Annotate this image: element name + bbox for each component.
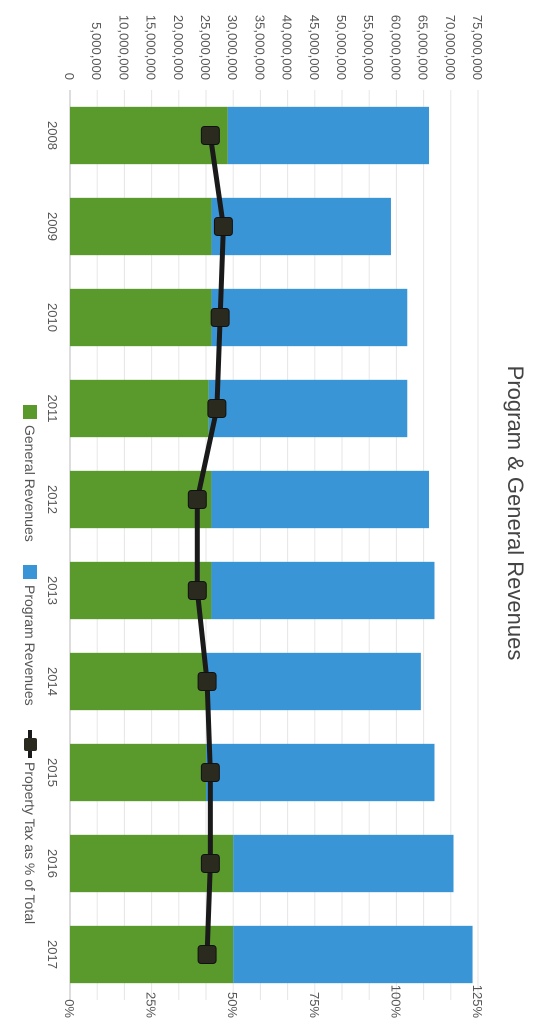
property-tax-marker — [207, 399, 227, 418]
property-tax-marker — [213, 217, 233, 236]
y2-tick-label: 100% — [388, 985, 403, 1019]
bars — [70, 106, 473, 984]
program-revenues-bar — [211, 470, 430, 529]
property-tax-marker — [200, 854, 220, 873]
x-tick-label: 2009 — [45, 212, 60, 241]
y-tick-label: 60,000,000 — [388, 15, 403, 80]
legend-label: Program Revenues — [22, 585, 38, 706]
chart-rotated-group: 0 5,000,000 10,000,000 15,000,000 20,000,000… — [22, 15, 528, 1019]
y2-tick-label: 50% — [225, 992, 240, 1018]
y-tick-label: 50,000,000 — [334, 15, 349, 80]
general-revenues-bar — [70, 288, 212, 347]
program-revenues-bar — [211, 197, 391, 256]
y-tick-label: 55,000,000 — [361, 15, 376, 80]
y-tick-label: 20,000,000 — [171, 15, 186, 80]
y-tick-label: 65,000,000 — [416, 15, 431, 80]
property-tax-marker — [187, 581, 207, 600]
legend-label: General Revenues — [22, 425, 38, 542]
x-tick-label: 2017 — [45, 940, 60, 969]
program-revenues-bar — [211, 561, 435, 620]
general-revenues-bar — [70, 743, 206, 802]
y-tick-label: 75,000,000 — [470, 15, 485, 80]
general-revenues-bar — [70, 561, 212, 620]
x-tick-label: 2015 — [45, 758, 60, 787]
x-tick-label: 2010 — [45, 303, 60, 332]
y2-tick-label: 75% — [307, 992, 322, 1018]
y-tick-label: 10,000,000 — [116, 15, 131, 80]
x-tick-label: 2012 — [45, 485, 60, 514]
chart-title: Program & General Revenues — [503, 366, 528, 661]
x-tick-label: 2008 — [45, 121, 60, 150]
property-tax-line-group — [187, 126, 233, 964]
legend: General Revenues Program Revenues Property… — [22, 405, 38, 924]
program-revenues-bar — [233, 834, 454, 893]
x-tick-label: 2014 — [45, 667, 60, 696]
property-tax-marker — [200, 126, 220, 145]
property-tax-marker — [197, 945, 217, 964]
program-revenues-bar — [233, 925, 473, 984]
y-tick-label: 70,000,000 — [443, 15, 458, 80]
general-revenues-bar — [70, 197, 212, 256]
y-tick-label: 0 — [62, 73, 77, 80]
property-tax-line — [194, 135, 226, 955]
y-tick-label: 25,000,000 — [198, 15, 213, 80]
property-tax-marker — [197, 672, 217, 691]
y-tick-label: 45,000,000 — [307, 15, 322, 80]
axes: 0 5,000,000 10,000,000 15,000,000 20,000,000… — [45, 15, 485, 1019]
y-tick-label: 35,000,000 — [252, 15, 267, 80]
y-tick-label: 40,000,000 — [280, 15, 295, 80]
x-tick-label: 2016 — [45, 849, 60, 878]
property-tax-marker — [187, 490, 207, 509]
legend-swatch — [23, 405, 37, 419]
general-revenues-bar — [70, 106, 228, 165]
general-revenues-bar — [70, 470, 212, 529]
y-tick-label: 30,000,000 — [225, 15, 240, 80]
program-revenues-bar — [227, 106, 430, 165]
y2-tick-label: 0% — [62, 999, 77, 1018]
general-revenues-bar — [70, 652, 206, 711]
legend-swatch-marker — [24, 738, 37, 751]
legend-swatch — [23, 565, 37, 579]
general-revenues-bar — [70, 379, 209, 438]
legend-label: Property Tax as % of Total — [22, 762, 38, 924]
y-tick-label: 5,000,000 — [89, 22, 104, 80]
program-revenues-bar — [205, 652, 421, 711]
property-tax-marker — [200, 763, 220, 782]
general-revenues-bar — [70, 834, 234, 893]
program-revenues-bar — [206, 743, 435, 802]
y2-tick-label: 25% — [144, 992, 159, 1018]
program-revenues-bar — [211, 288, 408, 347]
property-tax-marker — [210, 308, 230, 327]
y2-tick-label: 125% — [470, 985, 485, 1019]
x-tick-label: 2013 — [45, 576, 60, 605]
x-tick-label: 2011 — [45, 395, 60, 423]
y-tick-label: 15,000,000 — [144, 15, 159, 80]
program-revenues-bar — [208, 379, 408, 438]
general-revenues-bar — [70, 925, 234, 984]
